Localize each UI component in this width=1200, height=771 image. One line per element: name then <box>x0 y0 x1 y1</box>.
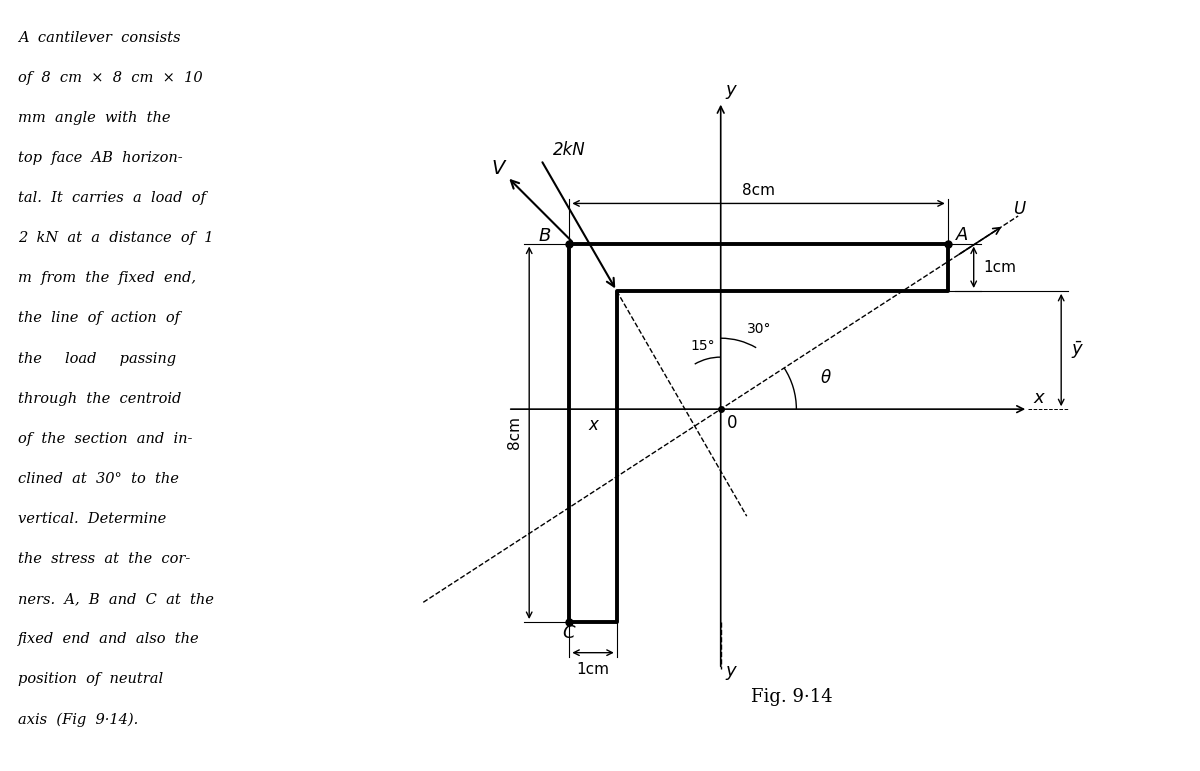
Text: $x$: $x$ <box>588 416 601 434</box>
Text: the     load     passing: the load passing <box>18 352 176 365</box>
Text: $U$: $U$ <box>1014 200 1027 218</box>
Text: $y$: $y$ <box>726 665 739 682</box>
Text: 0: 0 <box>726 414 737 432</box>
Text: through  the  centroid: through the centroid <box>18 392 181 406</box>
Text: ners.  A,  B  and  C  at  the: ners. A, B and C at the <box>18 592 214 606</box>
Text: 8cm: 8cm <box>508 416 522 449</box>
Text: $x$: $x$ <box>1033 389 1046 407</box>
Text: top  face  AB  horizon-: top face AB horizon- <box>18 151 182 165</box>
Text: the  line  of  action  of: the line of action of <box>18 311 180 325</box>
Text: m  from  the  fixed  end,: m from the fixed end, <box>18 271 196 285</box>
Text: 15°: 15° <box>690 339 714 353</box>
Text: fixed  end  and  also  the: fixed end and also the <box>18 632 199 646</box>
Text: $\theta$: $\theta$ <box>820 369 832 387</box>
Text: Fig. 9·14: Fig. 9·14 <box>751 689 833 706</box>
Text: tal.  It  carries  a  load  of: tal. It carries a load of <box>18 191 206 205</box>
Text: $\bar{y}$: $\bar{y}$ <box>1070 339 1084 361</box>
Text: 1cm: 1cm <box>983 260 1016 274</box>
Text: $V$: $V$ <box>491 160 508 178</box>
Text: A  cantilever  consists: A cantilever consists <box>18 31 180 45</box>
Text: clined  at  30°  to  the: clined at 30° to the <box>18 472 179 486</box>
Text: 8cm: 8cm <box>742 183 775 198</box>
Text: $A$: $A$ <box>955 226 968 244</box>
Text: 2kN: 2kN <box>553 141 586 159</box>
Text: axis  (Fig  9·14).: axis (Fig 9·14). <box>18 712 138 727</box>
Text: vertical.  Determine: vertical. Determine <box>18 512 167 526</box>
Text: $y$: $y$ <box>726 82 739 101</box>
Text: of  the  section  and  in-: of the section and in- <box>18 432 192 446</box>
Text: of  8  cm  ×  8  cm  ×  10: of 8 cm × 8 cm × 10 <box>18 71 203 85</box>
Text: 30°: 30° <box>746 322 772 336</box>
Text: the  stress  at  the  cor-: the stress at the cor- <box>18 552 191 566</box>
Text: $B$: $B$ <box>538 227 552 245</box>
Text: 1cm: 1cm <box>576 662 610 677</box>
Text: $C$: $C$ <box>563 625 577 642</box>
Text: position  of  neutral: position of neutral <box>18 672 163 686</box>
Text: 2  kN  at  a  distance  of  1: 2 kN at a distance of 1 <box>18 231 214 245</box>
Text: mm  angle  with  the: mm angle with the <box>18 111 170 125</box>
